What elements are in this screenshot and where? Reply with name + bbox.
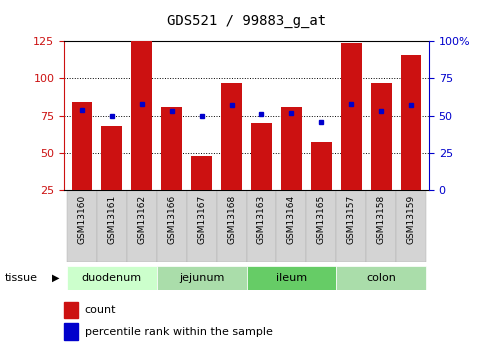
Bar	[157, 191, 187, 262]
Bar	[311, 142, 332, 190]
Bar	[67, 191, 97, 262]
Bar	[341, 43, 362, 190]
Text: GSM13157: GSM13157	[347, 195, 355, 244]
Text: count: count	[85, 305, 116, 315]
Text: tissue: tissue	[5, 273, 38, 283]
Text: GSM13160: GSM13160	[77, 195, 87, 244]
Text: GSM13165: GSM13165	[317, 195, 326, 244]
Text: GSM13159: GSM13159	[406, 195, 416, 244]
Text: duodenum: duodenum	[82, 273, 142, 283]
Text: percentile rank within the sample: percentile rank within the sample	[85, 327, 273, 337]
Text: GSM13167: GSM13167	[197, 195, 206, 244]
Text: GSM13168: GSM13168	[227, 195, 236, 244]
Bar	[251, 123, 272, 190]
Bar	[127, 191, 157, 262]
Bar	[216, 191, 246, 262]
Text: GSM13163: GSM13163	[257, 195, 266, 244]
Text: jejunum: jejunum	[179, 273, 224, 283]
Bar	[281, 107, 302, 190]
Text: GSM13162: GSM13162	[138, 195, 146, 244]
Bar	[336, 191, 366, 262]
Bar	[102, 126, 122, 190]
Bar	[64, 302, 78, 318]
Bar	[187, 191, 216, 262]
Bar	[161, 107, 182, 190]
Bar	[157, 266, 246, 290]
Bar	[366, 191, 396, 262]
Bar	[221, 83, 242, 190]
Text: GSM13166: GSM13166	[167, 195, 176, 244]
Bar	[246, 266, 336, 290]
Bar	[131, 40, 152, 190]
Text: ▶: ▶	[52, 273, 59, 283]
Bar	[396, 191, 426, 262]
Bar	[371, 83, 391, 190]
Bar	[400, 55, 422, 190]
Bar	[64, 323, 78, 340]
Bar	[277, 191, 306, 262]
Bar	[306, 191, 336, 262]
Bar	[191, 156, 212, 190]
Bar	[71, 102, 93, 190]
Text: GSM13164: GSM13164	[287, 195, 296, 244]
Bar	[67, 266, 157, 290]
Text: GDS521 / 99883_g_at: GDS521 / 99883_g_at	[167, 14, 326, 28]
Bar	[97, 191, 127, 262]
Bar	[246, 191, 277, 262]
Text: GSM13161: GSM13161	[107, 195, 116, 244]
Text: colon: colon	[366, 273, 396, 283]
Text: ileum: ileum	[276, 273, 307, 283]
Text: GSM13158: GSM13158	[377, 195, 386, 244]
Bar	[336, 266, 426, 290]
